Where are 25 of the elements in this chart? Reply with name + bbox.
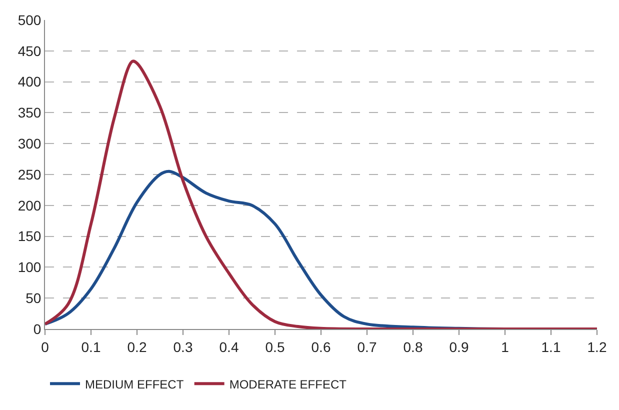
y-tick-label: 200 bbox=[18, 197, 42, 214]
x-tick-label: 1 bbox=[501, 338, 510, 355]
y-tick-label: 500 bbox=[18, 12, 42, 28]
y-tick-label: 50 bbox=[26, 290, 42, 306]
y-tick-label: 0 bbox=[33, 320, 42, 337]
x-tick-label: 1.1 bbox=[541, 338, 561, 355]
x-tick-label: 0.1 bbox=[81, 338, 101, 355]
y-tick-label: 150 bbox=[18, 228, 42, 244]
y-tick-label: 250 bbox=[18, 166, 42, 182]
y-tick-label: 300 bbox=[18, 136, 42, 152]
x-tick-label: 0.5 bbox=[265, 338, 285, 355]
x-tick-label: 0.8 bbox=[403, 338, 423, 355]
x-tick-label: 0.7 bbox=[357, 338, 377, 355]
legend-label: MODERATE EFFECT bbox=[229, 377, 348, 392]
y-tick-label: 350 bbox=[18, 104, 42, 121]
x-tick-label: 0.9 bbox=[449, 338, 469, 355]
x-tick-label: 1.2 bbox=[587, 338, 607, 355]
x-tick-label: 0.3 bbox=[173, 338, 193, 355]
y-tick-label: 450 bbox=[18, 42, 42, 59]
x-tick-label: 0.4 bbox=[219, 338, 239, 355]
x-tick-label: 0.6 bbox=[311, 338, 331, 355]
x-tick-label: 0.2 bbox=[127, 338, 147, 355]
legend-label: MEDIUM EFFECT bbox=[85, 377, 184, 392]
y-tick-label: 100 bbox=[18, 259, 42, 276]
y-tick-label: 400 bbox=[18, 74, 42, 90]
